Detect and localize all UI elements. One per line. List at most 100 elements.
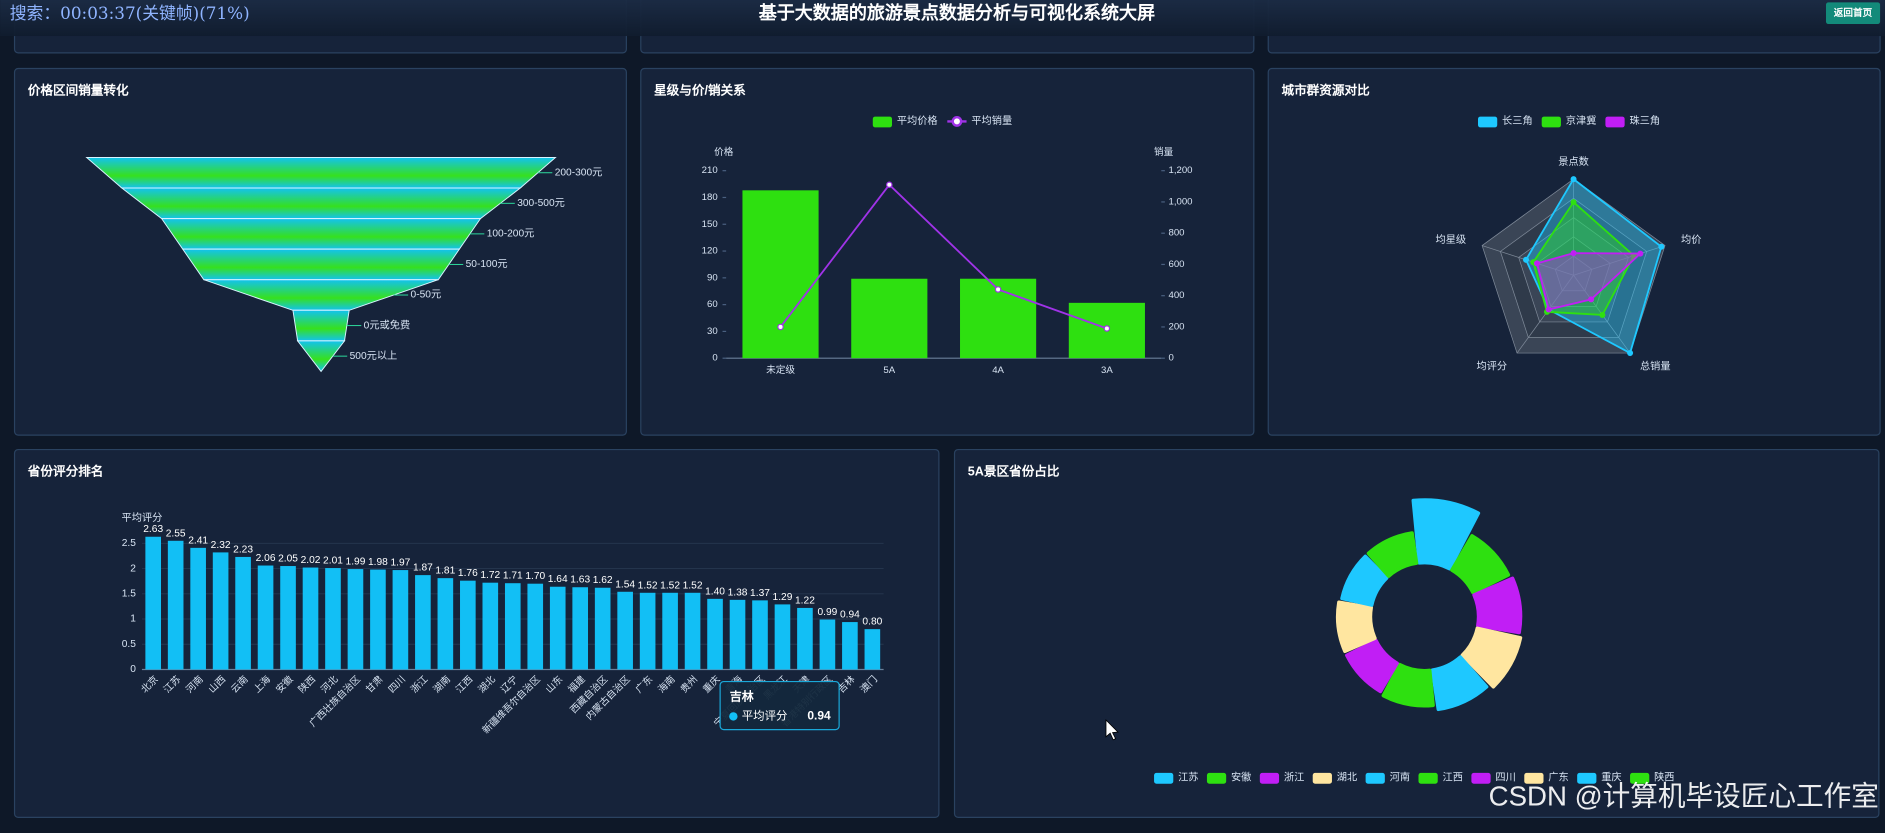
y-tick-label: 2.5 xyxy=(122,538,137,549)
y2-tick-label: 600 xyxy=(1168,259,1184,270)
tooltip-title: 吉林 xyxy=(730,688,755,703)
bar xyxy=(415,575,431,670)
pie-segment xyxy=(1340,554,1389,607)
bar xyxy=(370,569,386,670)
value-label: 1.99 xyxy=(346,557,366,568)
bar xyxy=(752,600,768,670)
legend-label: 湖北 xyxy=(1337,771,1357,783)
back-button-label[interactable]: 返回首页 xyxy=(1834,7,1873,19)
legend-icon xyxy=(951,115,963,127)
legend-label: 陕西 xyxy=(1654,770,1674,783)
value-label: 1.98 xyxy=(368,557,388,568)
radar-point xyxy=(1570,176,1577,183)
legend-label: 平均销量 xyxy=(971,114,1012,127)
pie-segment xyxy=(1366,531,1419,578)
value-label: 1.52 xyxy=(683,580,703,591)
header-bar xyxy=(0,0,1885,37)
legend-icon xyxy=(1605,116,1625,128)
bar xyxy=(325,568,341,670)
bar xyxy=(280,566,296,670)
panel xyxy=(953,448,1880,818)
funnel-layer xyxy=(292,309,350,342)
indicator-label: 总销量 xyxy=(1640,359,1671,372)
line-point xyxy=(777,323,784,331)
value-label: 2.55 xyxy=(166,528,186,539)
value-label: 1.40 xyxy=(705,586,725,597)
y-tick-label: 2 xyxy=(130,563,136,574)
bar xyxy=(864,629,881,670)
pie-segment xyxy=(1430,655,1489,712)
value-label: 1.64 xyxy=(548,574,568,585)
radar-area xyxy=(1535,252,1643,311)
line-point xyxy=(994,286,1002,293)
pie-segment xyxy=(1381,662,1435,708)
legend-icon xyxy=(1577,772,1597,784)
pie-segment xyxy=(1460,626,1523,689)
pie-segment xyxy=(1450,534,1511,595)
y2-tick-label: 0 xyxy=(1168,353,1173,364)
bar xyxy=(257,565,274,670)
back-button[interactable] xyxy=(1825,2,1881,25)
value-label: 1.70 xyxy=(525,571,545,582)
y2-axis-name: 销量 xyxy=(1154,146,1174,158)
bar xyxy=(437,578,454,670)
bar xyxy=(504,583,521,670)
bar xyxy=(842,622,858,670)
line-point xyxy=(1103,325,1111,332)
chart-title: 价格区间销量转化 xyxy=(28,83,129,98)
y-tick-label: 1.5 xyxy=(122,589,137,600)
legend-icon xyxy=(1312,772,1332,784)
tooltip xyxy=(719,680,840,731)
radar-spoke xyxy=(1573,245,1666,276)
radar-point xyxy=(1658,243,1665,250)
bar xyxy=(302,567,319,670)
legend-icon xyxy=(1418,772,1438,784)
line-point xyxy=(886,181,893,188)
funnel-label: 0-50元 xyxy=(411,290,442,301)
pie-segment xyxy=(1335,600,1377,654)
bar xyxy=(482,582,499,670)
bar xyxy=(819,619,836,670)
value-label: 0.99 xyxy=(817,607,837,618)
y-axis-name: 价格 xyxy=(714,146,734,158)
funnel-label: 0元或免费 xyxy=(364,318,411,331)
y2-tick-label: 1,200 xyxy=(1168,165,1192,176)
funnel-layer xyxy=(120,187,522,220)
value-label: 1.97 xyxy=(390,558,410,569)
pie-segment xyxy=(1411,498,1481,571)
value-label: 2.06 xyxy=(256,553,276,564)
legend-label: 广东 xyxy=(1548,770,1568,783)
x-tick-label: 5A xyxy=(883,365,895,376)
value-label: 0.94 xyxy=(840,610,860,621)
radar-point xyxy=(1533,260,1540,267)
legend-icon xyxy=(872,116,893,128)
radar-point xyxy=(1637,250,1644,257)
bar xyxy=(774,604,791,670)
legend-icon xyxy=(1478,116,1498,128)
value-label: 1.62 xyxy=(593,575,613,586)
chart-title: 省份评分排名 xyxy=(27,464,104,479)
bar xyxy=(851,278,928,359)
x-tick-label: 3A xyxy=(1101,365,1113,376)
y-tick-label: 180 xyxy=(702,192,718,203)
bar xyxy=(729,599,746,670)
legend-label: 江西 xyxy=(1443,771,1463,783)
legend-label: 江苏 xyxy=(1178,770,1198,783)
bar xyxy=(347,569,364,670)
search-overlay: 搜索：00:03:37(关键帧)(71%) xyxy=(10,3,250,23)
y-tick-label: 0 xyxy=(712,353,717,364)
value-label: 1.72 xyxy=(480,570,500,581)
indicator-label: 均评分 xyxy=(1477,360,1508,372)
bar xyxy=(707,598,723,670)
legend-label: 重庆 xyxy=(1601,770,1621,783)
legend-icon xyxy=(1259,772,1280,784)
legend-icon xyxy=(1365,772,1385,784)
value-label: 1.52 xyxy=(660,580,680,591)
value-label: 0.80 xyxy=(862,617,882,628)
bar xyxy=(662,592,678,670)
y-tick-label: 210 xyxy=(702,165,718,176)
funnel-label: 50-100元 xyxy=(466,259,508,270)
